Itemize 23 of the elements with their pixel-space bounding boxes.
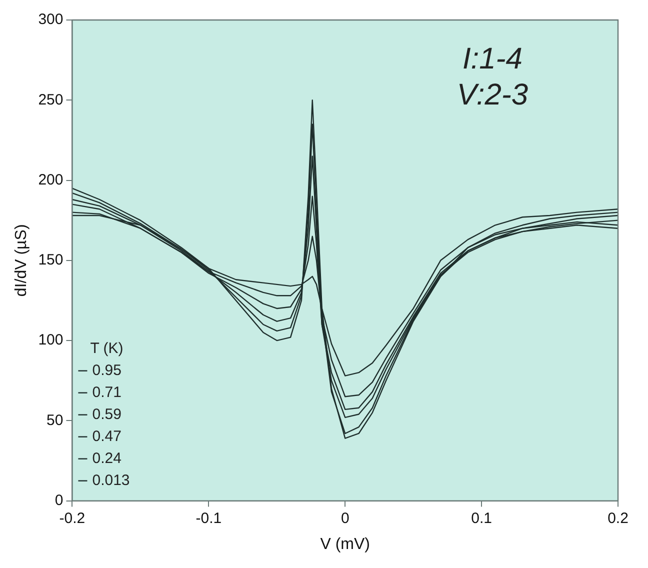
- x-tick-label: -0.2: [59, 510, 86, 527]
- legend-label: 0.24: [92, 450, 122, 467]
- y-tick-label: 0: [54, 492, 64, 509]
- y-tick-label: 250: [38, 91, 64, 108]
- y-tick-label: 300: [38, 11, 64, 28]
- y-axis-title: dI/dV (µS): [13, 224, 30, 297]
- y-tick-label: 100: [38, 332, 64, 349]
- x-tick-label: 0: [340, 510, 350, 527]
- x-axis-title: V (mV): [320, 536, 370, 553]
- x-tick-label: -0.1: [196, 510, 222, 527]
- legend-label: 0.013: [92, 472, 130, 489]
- annotation: I:1-4: [462, 42, 522, 76]
- legend-label: 0.95: [92, 362, 122, 379]
- legend-label: 0.59: [92, 406, 122, 423]
- x-tick-label: 0.2: [608, 510, 628, 527]
- legend-label: 0.47: [92, 428, 122, 445]
- x-tick-label: 0.1: [471, 510, 492, 527]
- legend-label: 0.71: [92, 384, 122, 401]
- y-tick-label: 200: [38, 171, 64, 188]
- y-tick-label: 150: [38, 252, 64, 269]
- y-tick-label: 50: [46, 412, 64, 429]
- legend-title: T (K): [90, 340, 124, 357]
- annotation: V:2-3: [456, 78, 528, 112]
